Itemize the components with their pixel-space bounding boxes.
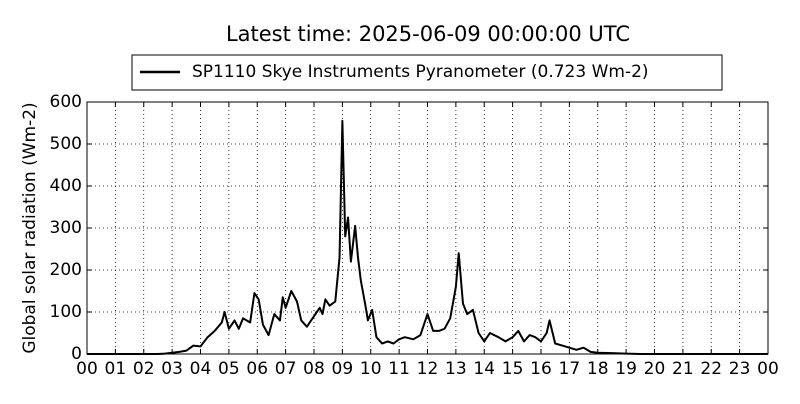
- x-tick-label: 14: [473, 359, 495, 379]
- x-tick-label: 21: [672, 359, 694, 379]
- x-tick-label: 07: [275, 359, 297, 379]
- x-tick-label: 18: [587, 359, 609, 379]
- y-axis-label: Global solar radiation (Wm-2): [20, 102, 40, 353]
- x-tick-label: 22: [700, 359, 722, 379]
- y-tick-label: 200: [50, 260, 82, 280]
- y-tick-label: 600: [50, 92, 82, 112]
- x-tick-label: 02: [133, 359, 155, 379]
- x-tick-label: 17: [559, 359, 581, 379]
- chart-title: Latest time: 2025-06-09 00:00:00 UTC: [226, 22, 630, 46]
- x-tick-label: 04: [190, 359, 212, 379]
- x-tick-label: 08: [303, 359, 325, 379]
- legend-box: [131, 54, 723, 91]
- x-tick-label: 12: [417, 359, 439, 379]
- y-tick-label: 500: [50, 134, 82, 154]
- x-tick-label: 10: [360, 359, 382, 379]
- x-tick-label: 20: [644, 359, 666, 379]
- y-tick-label: 400: [50, 176, 82, 196]
- y-tick-label: 100: [50, 302, 82, 322]
- x-tick-label: 23: [729, 359, 751, 379]
- x-tick-label: 06: [246, 359, 268, 379]
- x-tick-label: 00: [76, 359, 98, 379]
- x-tick-label: 15: [502, 359, 524, 379]
- x-tick-label: 16: [530, 359, 552, 379]
- x-tick-label: 11: [388, 359, 410, 379]
- x-tick-label: 03: [161, 359, 183, 379]
- y-tick-label: 300: [50, 218, 82, 238]
- plot-frame: [86, 101, 769, 355]
- x-tick-label: 01: [105, 359, 127, 379]
- x-tick-label: 00: [757, 359, 779, 379]
- legend-label: SP1110 Skye Instruments Pyranometer (0.7…: [192, 62, 649, 82]
- data-line: [87, 119, 768, 355]
- x-tick-label: 05: [218, 359, 240, 379]
- x-tick-label: 13: [445, 359, 467, 379]
- y-tick-label: 0: [71, 344, 82, 364]
- x-tick-label: 09: [332, 359, 354, 379]
- x-tick-label: 19: [615, 359, 637, 379]
